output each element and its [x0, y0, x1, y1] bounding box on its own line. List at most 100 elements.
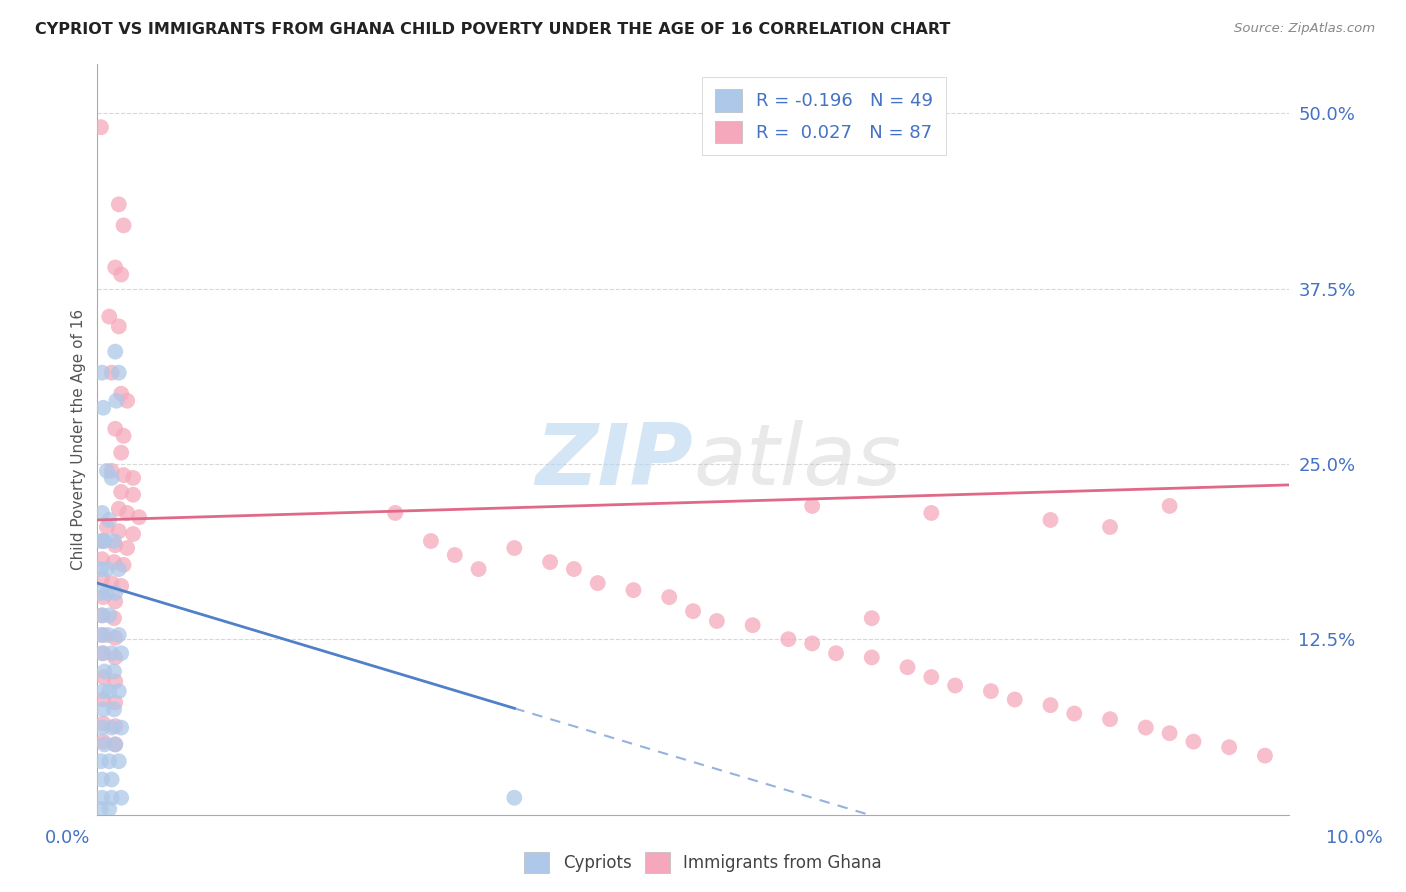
- Point: [122, 527, 145, 541]
- Text: atlas: atlas: [693, 420, 901, 503]
- Point: [104, 695, 127, 709]
- Point: [801, 636, 824, 650]
- Point: [104, 650, 127, 665]
- Point: [104, 738, 127, 752]
- Point: [706, 614, 728, 628]
- Text: Source: ZipAtlas.com: Source: ZipAtlas.com: [1234, 22, 1375, 36]
- Point: [104, 594, 127, 608]
- Point: [90, 562, 112, 576]
- Point: [920, 506, 942, 520]
- Point: [103, 665, 125, 679]
- Point: [98, 684, 121, 698]
- Point: [91, 506, 114, 520]
- Point: [778, 632, 800, 647]
- Point: [896, 660, 918, 674]
- Point: [1063, 706, 1085, 721]
- Point: [107, 366, 129, 380]
- Y-axis label: Child Poverty Under the Age of 16: Child Poverty Under the Age of 16: [72, 309, 86, 570]
- Point: [98, 513, 121, 527]
- Point: [104, 422, 127, 436]
- Point: [110, 268, 132, 282]
- Point: [103, 534, 125, 549]
- Point: [91, 534, 114, 549]
- Point: [825, 646, 848, 660]
- Point: [93, 665, 115, 679]
- Point: [107, 501, 129, 516]
- Point: [112, 219, 135, 233]
- Point: [91, 734, 114, 748]
- Point: [980, 684, 1002, 698]
- Point: [90, 802, 112, 816]
- Point: [112, 429, 135, 443]
- Point: [104, 538, 127, 552]
- Text: 10.0%: 10.0%: [1326, 829, 1382, 847]
- Point: [100, 464, 122, 478]
- Point: [97, 628, 120, 642]
- Point: [741, 618, 763, 632]
- Point: [107, 628, 129, 642]
- Point: [467, 562, 489, 576]
- Point: [91, 646, 114, 660]
- Point: [1135, 721, 1157, 735]
- Point: [1218, 740, 1240, 755]
- Point: [100, 576, 122, 591]
- Point: [110, 721, 132, 735]
- Point: [122, 488, 145, 502]
- Legend: R = -0.196   N = 49, R =  0.027   N = 87: R = -0.196 N = 49, R = 0.027 N = 87: [703, 77, 946, 155]
- Point: [98, 608, 121, 623]
- Point: [91, 366, 114, 380]
- Point: [1182, 734, 1205, 748]
- Point: [90, 534, 112, 549]
- Point: [1039, 698, 1062, 713]
- Point: [443, 548, 465, 562]
- Point: [103, 555, 125, 569]
- Point: [100, 366, 122, 380]
- Point: [122, 471, 145, 485]
- Point: [112, 468, 135, 483]
- Point: [586, 576, 609, 591]
- Point: [90, 586, 112, 600]
- Point: [107, 562, 129, 576]
- Point: [110, 579, 132, 593]
- Point: [91, 772, 114, 787]
- Point: [91, 608, 114, 623]
- Point: [91, 401, 114, 415]
- Point: [90, 628, 112, 642]
- Point: [658, 590, 681, 604]
- Point: [107, 319, 129, 334]
- Point: [1099, 712, 1122, 726]
- Point: [104, 719, 127, 733]
- Point: [91, 702, 114, 716]
- Point: [103, 702, 125, 716]
- Point: [90, 120, 112, 135]
- Point: [100, 772, 122, 787]
- Point: [91, 692, 114, 706]
- Point: [104, 260, 127, 275]
- Point: [107, 754, 129, 768]
- Point: [91, 608, 114, 623]
- Point: [100, 646, 122, 660]
- Point: [104, 674, 127, 689]
- Point: [104, 344, 127, 359]
- Point: [110, 484, 132, 499]
- Point: [96, 586, 118, 600]
- Point: [91, 628, 114, 642]
- Point: [91, 684, 114, 698]
- Point: [104, 586, 127, 600]
- Point: [110, 386, 132, 401]
- Point: [91, 646, 114, 660]
- Point: [1159, 499, 1181, 513]
- Legend: Cypriots, Immigrants from Ghana: Cypriots, Immigrants from Ghana: [517, 846, 889, 880]
- Point: [110, 646, 132, 660]
- Point: [1159, 726, 1181, 740]
- Point: [682, 604, 704, 618]
- Point: [107, 524, 129, 539]
- Point: [100, 471, 122, 485]
- Point: [115, 393, 138, 408]
- Point: [98, 754, 121, 768]
- Point: [1099, 520, 1122, 534]
- Point: [93, 738, 115, 752]
- Point: [90, 754, 112, 768]
- Point: [115, 506, 138, 520]
- Point: [1254, 748, 1277, 763]
